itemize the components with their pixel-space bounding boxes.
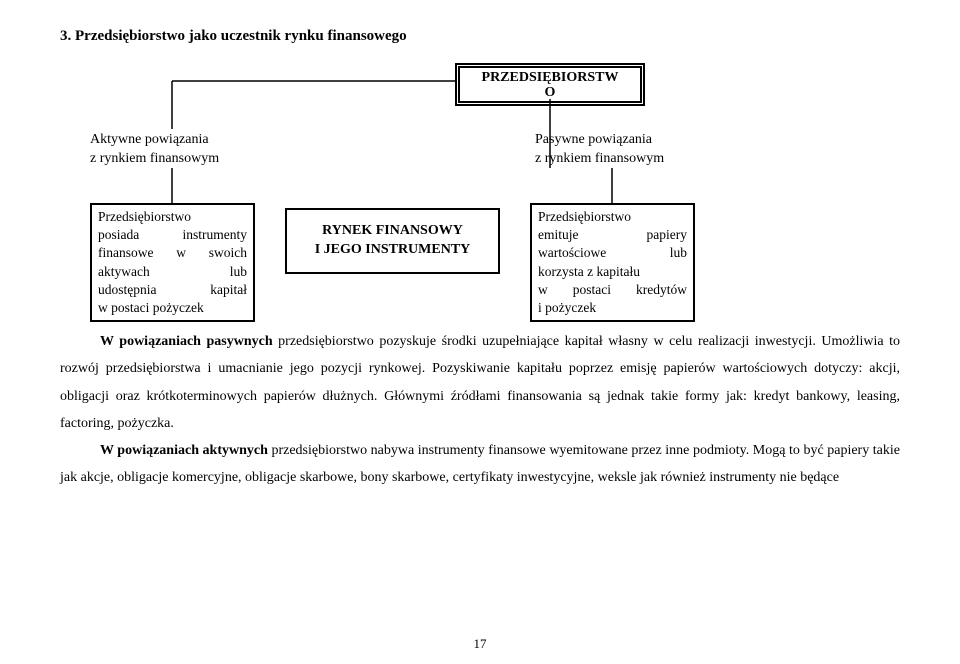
lb-l4a: aktywach [98, 263, 150, 281]
lb-l2a: posiada [98, 226, 139, 244]
lb-l1: Przedsiębiorstwo [98, 208, 247, 226]
top-box-line1: PRZEDSIĘBIORSTW [482, 70, 619, 85]
document-page: 3. Przedsiębiorstwo jako uczestnik rynku… [0, 0, 960, 664]
left-column-label: Aktywne powiązania z rynkiem finansowym [90, 131, 219, 169]
rb-l4: korzysta z kapitału [538, 263, 687, 281]
middle-box: RYNEK FINANSOWY I JEGO INSTRUMENTY [285, 208, 500, 274]
lb-l6: w postaci pożyczek [98, 299, 247, 317]
diagram-area: PRZEDSIĘBIORSTW O Aktywne powiązania z r… [60, 63, 900, 308]
rb-l2a: emituje [538, 226, 579, 244]
p1-bold: W powiązaniach pasywnych [100, 334, 273, 349]
right-label-line1: Pasywne powiązania [535, 132, 652, 147]
rb-l5a: w [538, 281, 548, 299]
top-box: PRZEDSIĘBIORSTW O [455, 63, 645, 106]
mid-line1: RYNEK FINANSOWY [322, 223, 463, 238]
right-label-line2: z rynkiem finansowym [535, 151, 664, 166]
mid-line2: I JEGO INSTRUMENTY [315, 242, 471, 257]
left-label-line2: z rynkiem finansowym [90, 151, 219, 166]
rb-l3b: lub [670, 244, 687, 262]
lb-l4b: lub [230, 263, 247, 281]
left-label-line1: Aktywne powiązania [90, 132, 209, 147]
paragraph-2: W powiązaniach aktywnych przedsiębiorstw… [60, 437, 900, 492]
lb-l3c: swoich [209, 244, 247, 262]
lb-l3a: finansowe [98, 244, 153, 262]
paragraph-1: W powiązaniach pasywnych przedsiębiorstw… [60, 328, 900, 437]
lb-l3b: w [176, 244, 186, 262]
top-box-line2: O [545, 85, 556, 100]
lb-l2b: instrumenty [183, 226, 248, 244]
rb-l5b: postaci [573, 281, 611, 299]
section-heading: 3. Przedsiębiorstwo jako uczestnik rynku… [60, 28, 900, 45]
right-box: Przedsiębiorstwo emituje papiery wartości… [530, 203, 695, 322]
rb-l1: Przedsiębiorstwo [538, 208, 687, 226]
p2-bold: W powiązaniach aktywnych [100, 443, 268, 458]
right-column-label: Pasywne powiązania z rynkiem finansowym [535, 131, 664, 169]
rb-l3a: wartościowe [538, 244, 606, 262]
rb-l2b: papiery [647, 226, 687, 244]
rb-l6: i pożyczek [538, 299, 687, 317]
rb-l5c: kredytów [636, 281, 687, 299]
left-box: Przedsiębiorstwo posiada instrumenty fina… [90, 203, 255, 322]
lb-l5b: kapitał [210, 281, 247, 299]
lb-l5a: udostępnia [98, 281, 157, 299]
body-text: W powiązaniach pasywnych przedsiębiorstw… [60, 328, 900, 492]
page-number: 17 [0, 636, 960, 652]
